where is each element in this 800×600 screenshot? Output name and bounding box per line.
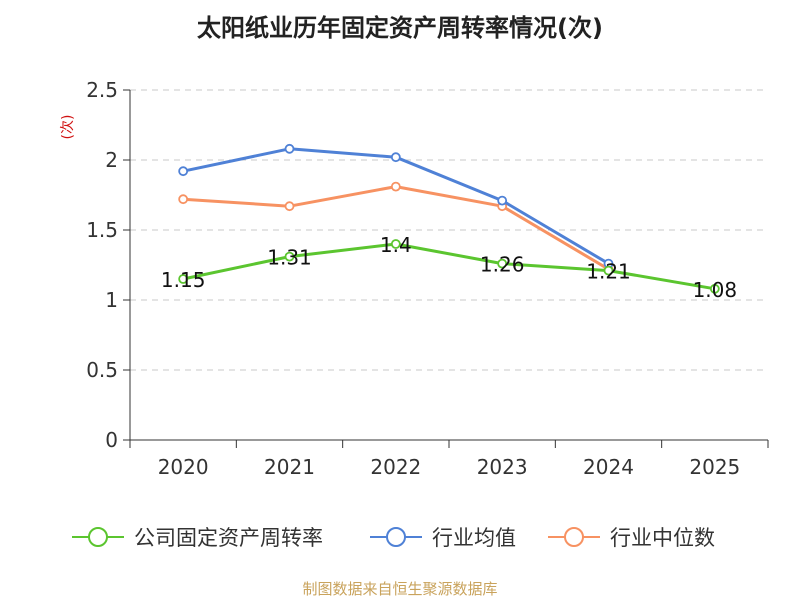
data-point [284,201,295,212]
data-point [284,143,295,154]
legend-label: 行业均值 [432,526,516,550]
data-point [390,152,401,163]
data-point [284,251,295,262]
data-point [178,194,189,205]
y-tick-label: 2 [105,148,118,172]
y-tick-label: 1.5 [86,218,118,242]
data-source: 制图数据来自恒生聚源数据库 [302,580,498,598]
data-point [603,265,614,276]
x-tick-label: 2022 [370,455,421,479]
x-tick-label: 2021 [264,455,315,479]
legend-label: 行业中位数 [610,526,715,550]
data-point [178,274,189,284]
data-point [390,239,401,249]
data-label: 1.15 [161,268,206,292]
y-tick-label: 0.5 [86,358,118,382]
data-label: 1.26 [480,253,525,277]
legend-swatch-marker [88,527,108,547]
data-label: 1.4 [380,233,412,257]
data-point [709,283,720,294]
chart-title: 太阳纸业历年固定资产周转率情况(次) [197,14,603,42]
grid-lines [130,89,768,371]
x-tick-label: 2025 [689,455,740,479]
data-point [390,181,401,192]
data-point [178,166,189,177]
x-tick-label: 2020 [158,455,209,479]
axes: 0 0.5 1 1.5 2 2.5 2020 2021 2022 2023 2024 2025 [86,78,769,479]
series-line [182,242,716,291]
legend-swatch-marker [564,527,584,547]
y-tick-label: 0 [105,428,118,452]
y-tick-label: 2.5 [86,78,118,102]
legend-label: 公司固定资产周转率 [134,526,323,550]
data-label: 1.21 [586,260,631,284]
data-point [497,195,508,206]
data-label: 1.08 [693,278,738,302]
y-axis-label: (次) [60,115,76,140]
data-label: 1.31 [267,246,312,270]
y-tick-label: 1 [105,288,118,312]
x-tick-label: 2023 [477,455,528,479]
series-layer: 1.15 1.31 1.4 1.26 1.21 1.08 [161,143,738,302]
legend-swatch-marker [386,527,406,547]
x-tick-label: 2024 [583,455,634,479]
data-point [497,258,508,269]
legend: 公司固定资产周转率 行业均值 行业中位数 [72,526,715,550]
